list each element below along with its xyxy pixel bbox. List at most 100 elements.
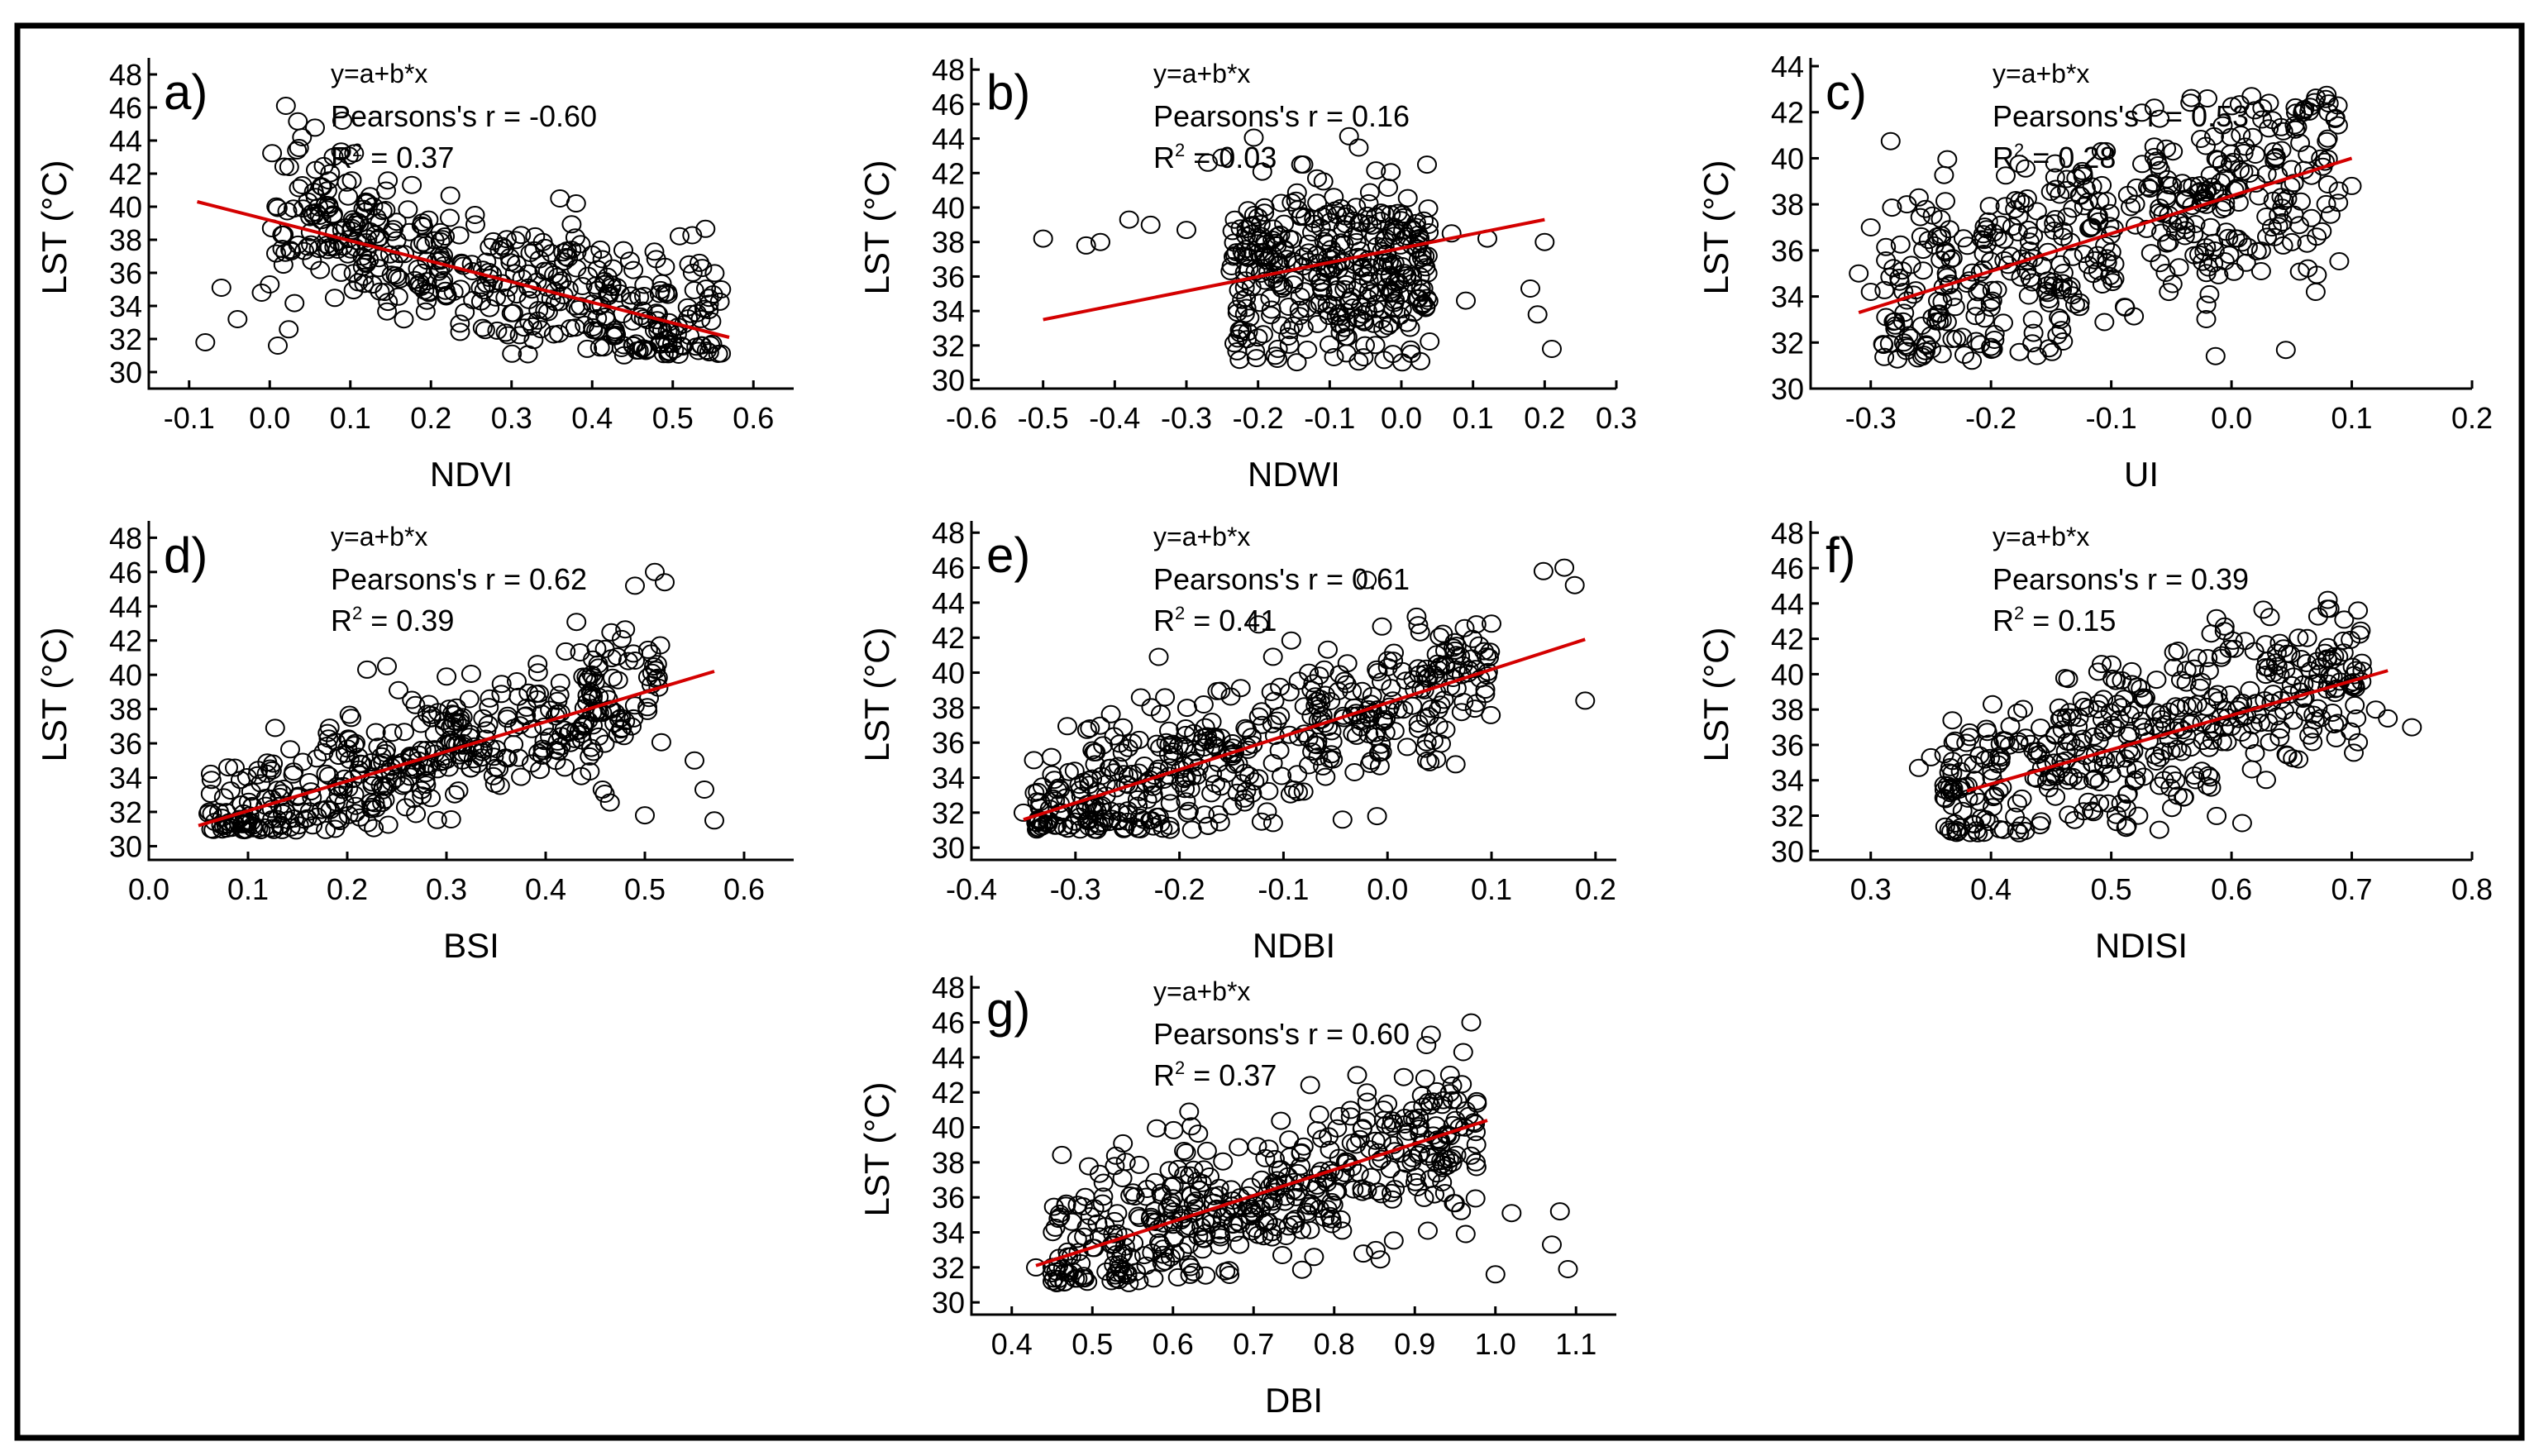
x-tick-label: 0.9 [1394,1327,1435,1361]
scatter-point [1152,1253,1172,1272]
scatter-point [430,260,451,279]
scatter-point [1289,307,1310,326]
scatter-point [261,761,282,780]
scatter-point [628,341,649,360]
scatter-point [1355,336,1375,355]
x-tick-label: 0.0 [1381,401,1422,435]
scatter-point [1465,1115,1486,1134]
scatter-point [648,304,668,323]
scatter-point [1067,1229,1087,1248]
y-tick-label: 34 [1771,764,1804,798]
scatter-point [279,320,299,339]
x-tick-label: 1.0 [1475,1327,1516,1361]
y-tick-label: 42 [932,1076,965,1110]
scatter-point [1946,329,1967,348]
scatter-point [1980,298,2001,317]
scatter-point [1062,816,1082,835]
scatter-point [2183,659,2204,678]
scatter-point [1387,700,1408,719]
scatter-point [1287,765,1308,784]
scatter-point [507,672,527,690]
scatter-point [1377,651,1398,670]
scatter-point [2301,208,2322,227]
scatter-point [2265,653,2286,672]
scatter-point [1978,212,1998,231]
scatter-point [1105,1146,1126,1165]
scatter-point [1262,252,1283,271]
scatter-point [1230,679,1251,698]
y-tick-label: 46 [932,88,965,122]
scatter-point [1057,717,1077,736]
scatter-point [2200,768,2221,787]
scatter-point [1262,754,1283,772]
scatter-point [637,667,658,686]
scatter-point [1270,276,1291,295]
scatter-point [2042,342,2062,361]
scatter-point [690,253,709,272]
scatter-point [1934,745,1954,764]
scatter-point [2342,657,2363,676]
scatter-point [1043,1272,1062,1291]
scatter-point [2118,741,2139,760]
scatter-point [1307,169,1327,188]
scatter-point [1433,1091,1453,1110]
axes-a [147,58,794,390]
scatter-point [1317,294,1338,313]
scatter-point [1171,760,1191,779]
scatter-point [1983,695,2002,714]
scatter-point [1421,699,1441,718]
scatter-point [317,200,337,219]
scatter-point [1270,706,1291,725]
scatter-point [2138,178,2158,197]
scatter-point [465,206,485,224]
x-tick-label: 0.8 [2451,872,2493,906]
scatter-point [2102,655,2121,674]
scatter-point [2111,794,2131,813]
scatter-point [629,288,650,307]
r-squared-superscript: 2 [2014,603,2024,623]
scatter-point [1984,786,2005,805]
scatter-point [555,758,575,777]
scatter-point [2073,165,2093,183]
r-squared-text: R2 = 0.39 [331,603,454,637]
scatter-point [1396,671,1416,690]
scatter-point [2344,743,2364,762]
y-tick-label: 46 [109,556,142,590]
scatter-point [646,250,666,269]
scatter-point [577,339,598,358]
scatter-point [1940,250,1961,269]
x-tick-label: 1.1 [1555,1327,1596,1361]
scatter-point [1480,642,1501,661]
scatter-point [338,146,359,165]
scatter-point [1479,648,1499,667]
scatter-point [512,269,532,288]
scatter-point [1013,803,1033,822]
scatter-point [2061,708,2082,727]
scatter-point [445,785,465,804]
scatter-point [1444,1194,1464,1213]
scatter-point [239,806,260,825]
scatter-point [2083,265,2103,284]
scatter-point [1220,261,1241,280]
y-tick-label: 48 [932,53,965,87]
scatter-point [2176,661,2197,680]
y-tick-label: 30 [1771,834,1804,868]
scatter-point [2168,642,2188,660]
scatter-point [1246,349,1267,368]
scatter-point [2009,155,2030,174]
scatter-point [1175,780,1196,799]
scatter-point [1291,1157,1310,1176]
scatter-point [1136,1187,1157,1206]
scatter-point [2212,733,2232,752]
scatter-point [1916,199,1935,218]
scatter-point [2007,704,2028,722]
scatter-point [1335,303,1356,322]
scatter-point [1381,314,1401,333]
scatter-point [2211,648,2231,667]
scatter-point [1418,1221,1438,1240]
scatter-point [2112,671,2132,690]
scatter-point [1329,665,1350,684]
trend-line-g [1035,1119,1488,1267]
scatter-point [592,250,613,269]
scatter-point [2267,707,2287,726]
